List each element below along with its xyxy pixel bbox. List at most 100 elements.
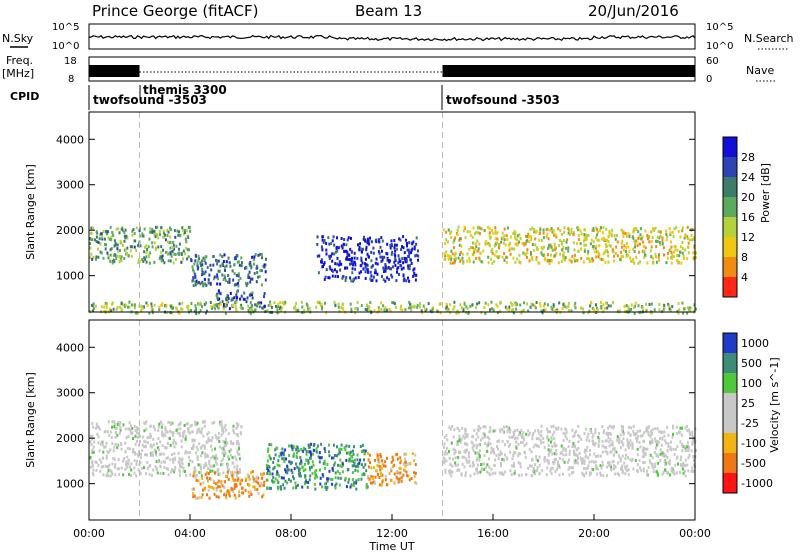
range-cell: [227, 297, 230, 300]
range-cell: [395, 247, 398, 251]
range-cell: [249, 263, 252, 267]
range-cell: [420, 309, 423, 313]
range-cell: [334, 268, 336, 272]
range-cell: [296, 456, 298, 459]
range-cell: [693, 459, 695, 463]
range-cell: [300, 459, 303, 463]
range-cell: [221, 273, 224, 277]
range-cell: [145, 427, 148, 431]
range-cell: [176, 431, 179, 435]
range-cell: [234, 470, 237, 474]
range-cell: [608, 229, 611, 233]
range-cell: [586, 435, 589, 439]
range-cell: [489, 308, 492, 312]
range-cell: [665, 229, 668, 233]
range-cell: [134, 434, 137, 438]
range-cell: [667, 461, 670, 465]
range-cell: [198, 430, 201, 434]
range-cell: [363, 235, 365, 239]
range-cell: [170, 423, 172, 426]
range-cell: [561, 307, 564, 311]
range-cell: [601, 258, 603, 261]
range-cell: [216, 294, 219, 298]
range-cell: [625, 246, 628, 249]
range-cell: [393, 481, 396, 485]
range-cell: [651, 456, 654, 460]
range-cell: [231, 471, 234, 475]
range-cell: [196, 458, 199, 462]
range-cell: [377, 458, 380, 462]
range-cell: [641, 249, 644, 253]
range-cell: [382, 266, 385, 270]
range-cell: [495, 250, 498, 254]
range-cell: [207, 438, 210, 442]
range-cell: [466, 230, 469, 234]
range-cell: [618, 473, 620, 477]
range-cell: [337, 275, 339, 279]
range-cell: [129, 245, 132, 249]
range-cell: [272, 460, 275, 464]
range-cell: [151, 241, 154, 245]
range-cell: [490, 467, 493, 471]
colorbar-swatch: [723, 257, 737, 278]
range-cell: [325, 241, 328, 245]
range-cell: [572, 434, 575, 438]
range-cell: [466, 252, 469, 256]
range-cell: [359, 264, 362, 268]
range-cell: [371, 481, 374, 485]
range-cell: [480, 438, 482, 442]
range-cell: [687, 449, 690, 453]
range-cell: [236, 464, 239, 468]
range-cell: [200, 431, 203, 435]
range-cell: [443, 252, 446, 256]
range-cell: [169, 458, 172, 462]
range-cell: [459, 253, 461, 256]
range-cell: [502, 473, 505, 476]
range-cell: [477, 249, 480, 253]
range-cell: [571, 428, 574, 432]
range-cell: [363, 452, 366, 456]
range-cell: [334, 476, 337, 480]
range-cell: [192, 269, 195, 273]
range-cell: [203, 277, 206, 281]
range-cell: [692, 435, 695, 439]
range-cell: [478, 242, 481, 246]
range-cell: [448, 469, 451, 473]
range-cell: [448, 425, 451, 429]
range-cell: [662, 246, 665, 250]
range-cell: [152, 425, 155, 429]
range-cell: [108, 307, 111, 311]
range-cell: [261, 306, 264, 310]
range-cell: [475, 438, 478, 442]
range-cell: [670, 440, 672, 444]
range-cell: [498, 439, 500, 443]
range-cell: [592, 227, 595, 231]
range-cell: [636, 463, 639, 467]
range-cell: [343, 249, 346, 253]
range-cell: [354, 276, 357, 280]
range-cell: [196, 267, 199, 271]
range-cell: [597, 432, 600, 435]
range-cell: [578, 451, 581, 455]
range-cell: [679, 440, 682, 444]
range-cell: [497, 457, 500, 461]
range-cell: [249, 261, 252, 264]
range-cell: [636, 244, 639, 248]
range-cell: [620, 228, 623, 232]
range-cell: [257, 253, 260, 257]
range-cell: [497, 453, 500, 457]
range-cell: [111, 472, 114, 476]
range-cell: [537, 431, 540, 435]
range-cell: [215, 259, 218, 263]
range-cell: [473, 428, 476, 432]
range-cell: [195, 478, 198, 482]
range-cell: [196, 428, 199, 432]
range-cell: [343, 446, 346, 450]
range-cell: [232, 424, 235, 428]
range-cell: [621, 464, 624, 468]
range-cell: [340, 244, 343, 248]
range-cell: [404, 452, 406, 456]
range-cell: [595, 226, 598, 230]
range-cell: [555, 457, 558, 461]
range-cell: [296, 308, 299, 312]
